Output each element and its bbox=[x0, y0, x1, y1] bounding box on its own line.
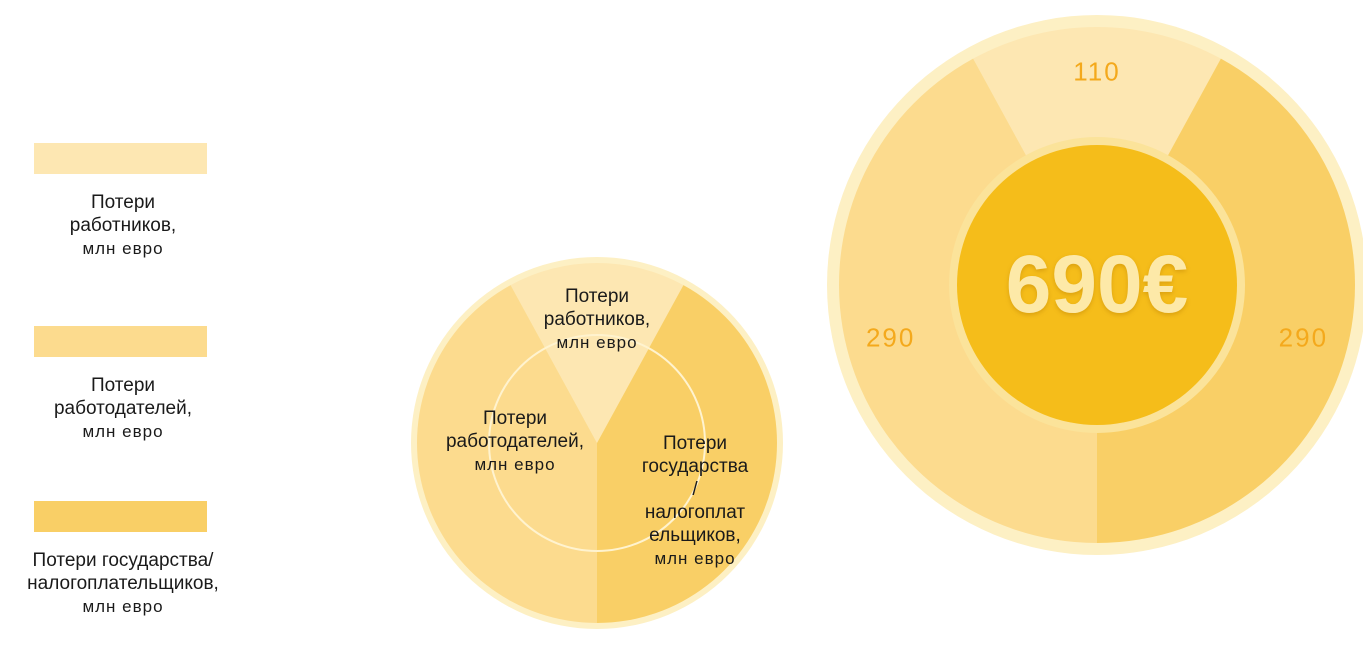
legend-name: Потери работодателей, bbox=[53, 375, 192, 419]
legend-unit: млн евро bbox=[82, 422, 164, 441]
value-label: 110 bbox=[1073, 56, 1121, 87]
center-total: 690€ bbox=[1006, 238, 1188, 332]
legend-label: Потери работников, млн евро bbox=[38, 191, 208, 260]
center-value: 690 bbox=[1005, 239, 1143, 330]
legend-swatch bbox=[34, 501, 207, 532]
pie-label-unit: млн евро bbox=[474, 455, 556, 474]
center-disc bbox=[957, 145, 1237, 425]
legend-unit: млн евро bbox=[82, 597, 164, 616]
small-inner-ring bbox=[488, 334, 706, 552]
legend-label: Потери государства/налогоплательщиков, м… bbox=[6, 549, 241, 618]
pie-label-unit: млн евро bbox=[556, 333, 638, 352]
legend-name: Потери государства/налогоплательщиков, bbox=[27, 550, 219, 594]
pie-label: Потери работников, млн евро bbox=[522, 285, 672, 354]
pie-label: Потери работодателей, млн евро bbox=[435, 407, 595, 476]
pie-label-unit: млн евро bbox=[654, 549, 736, 568]
pie-label-name: Потери государства/налогоплательщиков, bbox=[641, 433, 749, 546]
small-wedge bbox=[597, 285, 778, 623]
legend-unit: млн евро bbox=[82, 239, 164, 258]
small-wedge bbox=[510, 263, 684, 443]
legend-swatch bbox=[34, 143, 207, 174]
legend-label: Потери работодателей, млн евро bbox=[38, 374, 208, 443]
pie-label-name: Потери работодателей, bbox=[445, 408, 584, 452]
small-wedge bbox=[416, 285, 597, 623]
value-label: 290 bbox=[865, 322, 916, 353]
pie-label: Потери государства/налогоплательщиков, м… bbox=[641, 432, 749, 570]
value-label: 290 bbox=[1278, 322, 1329, 353]
legend-name: Потери работников, bbox=[69, 192, 177, 236]
legend-swatch bbox=[34, 326, 207, 357]
center-unit: € bbox=[1142, 239, 1189, 330]
pie-label-name: Потери работников, bbox=[543, 286, 651, 330]
